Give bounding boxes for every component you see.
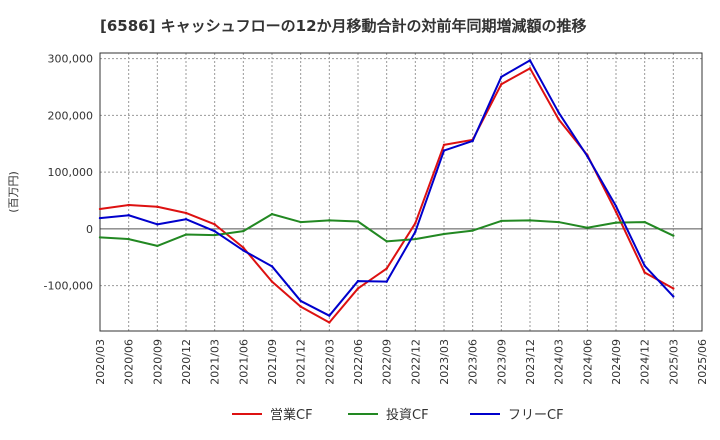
legend-label: フリーCF [508,408,564,423]
data-point [557,220,560,224]
chart-title: [6586] キャッシュフローの12か月移動合計の対前年同期増減額の推移 [100,17,587,35]
y-tick-label: -100,000 [44,280,93,293]
x-tick-label: 2025/03 [667,339,680,385]
data-point [385,267,388,270]
y-tick-label: 200,000 [48,109,94,122]
data-point [328,314,331,317]
data-point [414,237,417,241]
x-tick-label: 2020/09 [151,339,164,385]
data-point [299,220,302,224]
data-point [270,265,274,268]
data-point [528,59,532,62]
data-point [414,230,417,233]
x-tick-label: 2020/12 [180,339,193,385]
data-point [442,232,446,236]
y-axis-label: (百万円) [7,171,20,213]
data-point [127,203,130,207]
x-tick-label: 2020/06 [123,339,136,385]
data-point [385,240,388,243]
data-point [356,220,360,223]
data-point [528,219,532,222]
data-point [672,234,675,237]
x-tick-label: 2021/06 [237,339,250,385]
data-point [270,280,274,283]
data-point [586,155,589,158]
y-tick-label: 300,000 [48,53,94,66]
data-point [643,264,646,267]
data-point [242,246,245,249]
x-tick-label: 2022/09 [381,339,394,385]
data-point [356,279,360,283]
data-point [528,67,532,70]
y-tick-label: 0 [86,223,93,236]
x-tick-label: 2021/03 [209,339,222,385]
data-point [672,295,675,298]
x-tick-label: 2022/12 [409,339,422,385]
data-point [586,226,589,229]
y-tick-label: 100,000 [48,166,94,179]
data-point [614,204,618,208]
x-tick-label: 2024/06 [581,339,594,385]
x-tick-label: 2023/06 [467,339,480,385]
data-point [500,75,503,79]
data-point [184,233,188,236]
data-point [98,216,102,220]
x-tick-label: 2020/03 [94,339,107,385]
legend-label: 投資CF [386,407,429,423]
x-tick-label: 2022/06 [352,339,365,385]
data-point [299,305,302,308]
data-point [213,233,216,237]
x-tick-label: 2025/06 [696,339,709,385]
data-point [442,149,446,152]
data-point [242,249,245,252]
data-point [614,221,618,224]
data-point [414,222,417,225]
data-point [385,280,388,283]
data-point [471,139,474,143]
data-point [356,287,360,290]
data-point [242,229,245,233]
data-point [442,143,446,147]
data-point [127,214,130,217]
legend: 営業CF 投資CF フリーCF [232,407,564,423]
data-point [328,321,331,324]
x-tick-label: 2023/09 [495,339,508,385]
data-point [127,237,130,241]
x-tick-label: 2021/09 [266,339,279,385]
data-point [184,211,188,215]
data-point [614,210,618,214]
data-point [270,212,274,216]
data-point [156,223,159,226]
data-point [471,229,474,232]
x-tick-label: 2023/12 [524,339,537,385]
data-point [299,299,302,303]
data-point [184,218,188,221]
x-tick-label: 2024/03 [553,339,566,385]
data-point [557,111,560,114]
legend-label: 営業CF [270,407,313,423]
plot-border [99,52,703,332]
data-point [328,219,331,222]
x-tick-label: 2023/03 [438,339,451,385]
x-tick-label: 2021/12 [295,339,308,385]
data-point [98,236,102,239]
data-point [156,244,159,248]
data-point [643,271,646,274]
plot-area: 300,000 200,000 100,000 0 -100,000 2020/03 202… [44,52,709,385]
data-point [213,229,216,233]
data-point [643,220,646,224]
x-tick-label: 2024/09 [610,339,623,385]
data-point [500,219,503,223]
data-point [672,287,675,290]
x-tick-label: 2024/12 [639,339,652,385]
data-point [213,223,216,226]
data-point [156,205,159,208]
x-tick-label: 2022/03 [323,339,336,385]
data-point [557,118,560,121]
data-point [98,207,102,211]
data-point [500,83,503,86]
